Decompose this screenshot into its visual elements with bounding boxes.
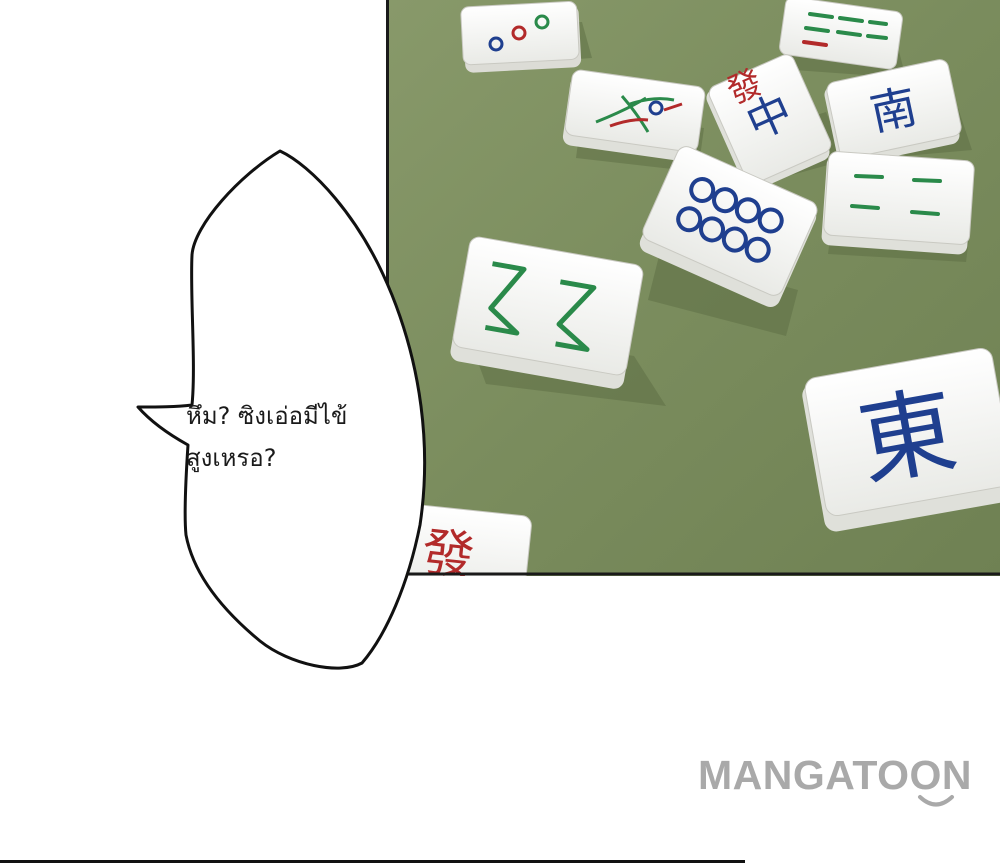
tile-red-dragon: 中 發: [706, 54, 846, 192]
speech-bubble-text: หึม? ซิงเอ่อมีไข้ สูงเหรอ?: [186, 395, 426, 479]
mangatoon-watermark: MANGATOON: [698, 752, 998, 822]
mahjong-table-illustration: 中 發 南: [386, 0, 1000, 576]
panel-bottom-border: [0, 860, 745, 863]
speech-line-1: หึม? ซิงเอ่อมีไข้: [186, 402, 348, 430]
watermark-text: MANGATOON: [698, 752, 973, 798]
smile-icon: [918, 795, 954, 807]
speech-bubble: [136, 149, 427, 670]
tile-partial-red: 發: [400, 504, 532, 576]
tile-four-bamboo: [821, 151, 975, 262]
tile-south-wind: 南: [824, 59, 972, 167]
svg-text:東: 東: [850, 374, 964, 501]
tile-three-circles: [460, 1, 592, 73]
tile-eight-circles: [639, 146, 818, 336]
tile-east-wind: 東: [802, 347, 1000, 532]
svg-text:發: 發: [419, 522, 477, 576]
tile-six-bamboo: [779, 0, 906, 78]
speech-line-2: สูงเหรอ?: [186, 444, 277, 472]
tile-one-bamboo-bird: [562, 69, 706, 172]
svg-text:南: 南: [865, 79, 921, 141]
comic-panel: 中 發 南: [386, 0, 1000, 576]
tile-bamboo-zigzag: [450, 236, 666, 406]
